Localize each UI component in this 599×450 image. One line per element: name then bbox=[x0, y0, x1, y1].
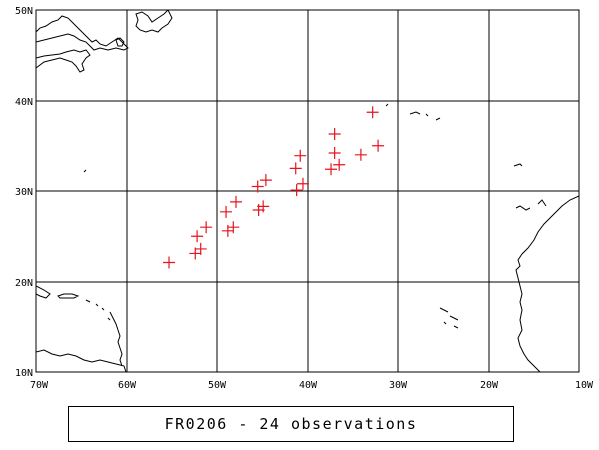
plot-frame bbox=[35, 9, 580, 373]
y-tick-label: 50N bbox=[15, 6, 33, 17]
coastline-puerto-rico bbox=[57, 293, 80, 299]
observation-marker bbox=[227, 221, 240, 234]
observation-marker bbox=[220, 205, 233, 218]
coastline-islands-caribbean bbox=[85, 299, 111, 321]
y-tick-label: 40N bbox=[15, 97, 33, 108]
x-tick-label: 50W bbox=[208, 380, 227, 391]
coastlines bbox=[36, 10, 579, 372]
x-tick-label: 20W bbox=[480, 380, 499, 391]
observation-markers bbox=[163, 106, 385, 269]
x-tick-label: 30W bbox=[389, 380, 408, 391]
coastline-cape-verde bbox=[439, 307, 459, 329]
coastline-madeira bbox=[513, 163, 547, 211]
x-tick-label: 70W bbox=[30, 380, 49, 391]
observation-marker bbox=[257, 200, 270, 213]
coastline-misc-1 bbox=[83, 169, 87, 173]
observation-marker bbox=[163, 256, 176, 269]
observation-marker bbox=[200, 221, 213, 234]
y-tick-label: 10N bbox=[15, 368, 33, 379]
observation-marker bbox=[251, 180, 264, 193]
observation-marker bbox=[354, 148, 367, 161]
observation-marker bbox=[328, 146, 341, 159]
coastline-nova-scotia bbox=[36, 49, 91, 73]
coastline-lesser-antilles bbox=[109, 311, 123, 367]
observation-marker bbox=[333, 158, 346, 171]
observation-marker bbox=[194, 242, 207, 255]
observation-marker bbox=[372, 139, 385, 152]
coastline-south-america bbox=[36, 349, 127, 372]
observation-marker bbox=[294, 149, 307, 162]
tick-labels: 70W 60W 50W 40W 30W 20W 10W 10N 20N 30N 40N 50N bbox=[15, 6, 594, 391]
coastline-nova-scotia-north bbox=[36, 15, 129, 51]
x-tick-label: 40W bbox=[299, 380, 318, 391]
x-tick-label: 10W bbox=[575, 380, 594, 391]
observation-marker bbox=[191, 230, 204, 243]
observation-marker bbox=[366, 106, 379, 119]
observation-marker bbox=[296, 177, 309, 190]
observation-marker bbox=[259, 174, 272, 187]
observation-marker bbox=[289, 162, 302, 175]
observation-marker bbox=[290, 184, 303, 197]
x-tick-label: 60W bbox=[118, 380, 137, 391]
coastline-azores bbox=[409, 111, 441, 121]
observation-marker bbox=[328, 127, 341, 140]
coastline-newfoundland bbox=[135, 10, 173, 33]
coastline-misc-2 bbox=[385, 103, 389, 107]
caption-text: FR0206 - 24 observations bbox=[164, 415, 418, 433]
observation-marker bbox=[325, 163, 338, 176]
graticule bbox=[36, 10, 579, 372]
y-tick-label: 20N bbox=[15, 278, 33, 289]
observation-marker bbox=[230, 195, 243, 208]
coastline-west-africa bbox=[515, 195, 579, 372]
coastline-cape-breton bbox=[115, 37, 125, 47]
caption-box: FR0206 - 24 observations bbox=[68, 406, 514, 442]
coastline-cuba-hispaniola bbox=[36, 285, 51, 299]
y-tick-label: 30N bbox=[15, 187, 33, 198]
